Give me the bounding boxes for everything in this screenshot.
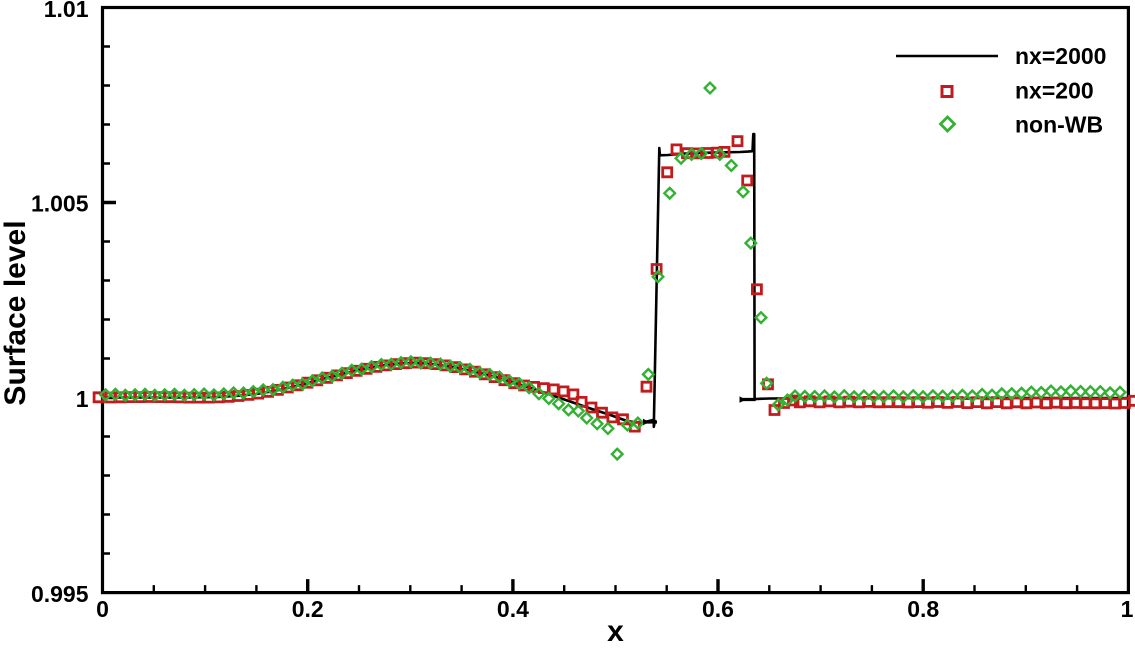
svg-text:0.6: 0.6 <box>702 596 734 622</box>
svg-text:nx=2000: nx=2000 <box>1015 43 1106 69</box>
svg-text:1: 1 <box>76 386 89 412</box>
svg-text:0: 0 <box>96 596 109 622</box>
svg-text:0.2: 0.2 <box>292 596 324 622</box>
svg-text:0.4: 0.4 <box>497 596 529 622</box>
svg-text:1.01: 1.01 <box>44 0 89 22</box>
svg-text:Surface level: Surface level <box>0 220 32 405</box>
svg-text:1.005: 1.005 <box>31 191 89 217</box>
svg-text:1: 1 <box>1121 596 1134 622</box>
svg-text:0.995: 0.995 <box>31 581 89 607</box>
svg-text:x: x <box>607 615 624 643</box>
svg-text:nx=200: nx=200 <box>1015 78 1094 104</box>
svg-text:0.8: 0.8 <box>907 596 939 622</box>
svg-text:non-WB: non-WB <box>1015 112 1103 138</box>
